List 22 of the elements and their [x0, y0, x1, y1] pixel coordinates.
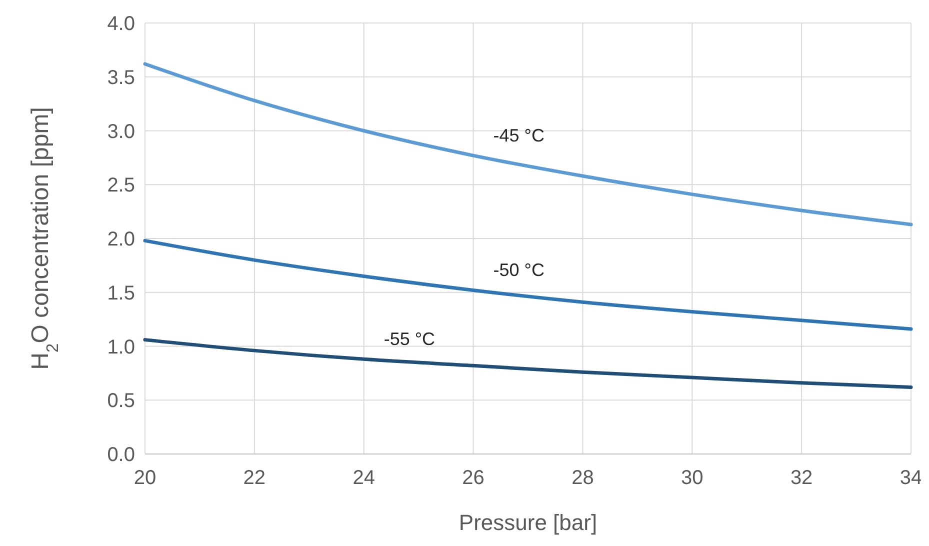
y-tick-label: 3.0 [107, 120, 135, 143]
line-series [143, 238, 913, 331]
series-label: -55 °C [384, 329, 436, 350]
y-tick-label: 4.0 [107, 13, 135, 35]
x-tick-label: 20 [134, 467, 156, 489]
x-tick-label: 28 [572, 467, 594, 489]
y-tick-label: 0.0 [107, 444, 135, 466]
y-tick-label: 1.0 [107, 336, 135, 358]
y-tick-label: 1.5 [107, 282, 135, 304]
y-tick-label: 0.5 [107, 390, 135, 412]
x-tick-label: 24 [352, 467, 375, 489]
x-axis-title: Pressure [bar] [458, 510, 598, 535]
x-tick-label: 22 [243, 467, 266, 489]
line-series [143, 62, 913, 226]
x-tick-label: 30 [681, 467, 704, 489]
x-tick-label: 26 [462, 467, 484, 489]
y-tick-label: 3.5 [107, 66, 135, 89]
series-label: -50 °C [493, 260, 545, 280]
y-tick-label: 2.0 [107, 228, 135, 250]
x-tick-label: 32 [790, 467, 813, 489]
series-label: -45 °C [493, 126, 545, 146]
y-tick-label: 2.5 [107, 174, 135, 197]
